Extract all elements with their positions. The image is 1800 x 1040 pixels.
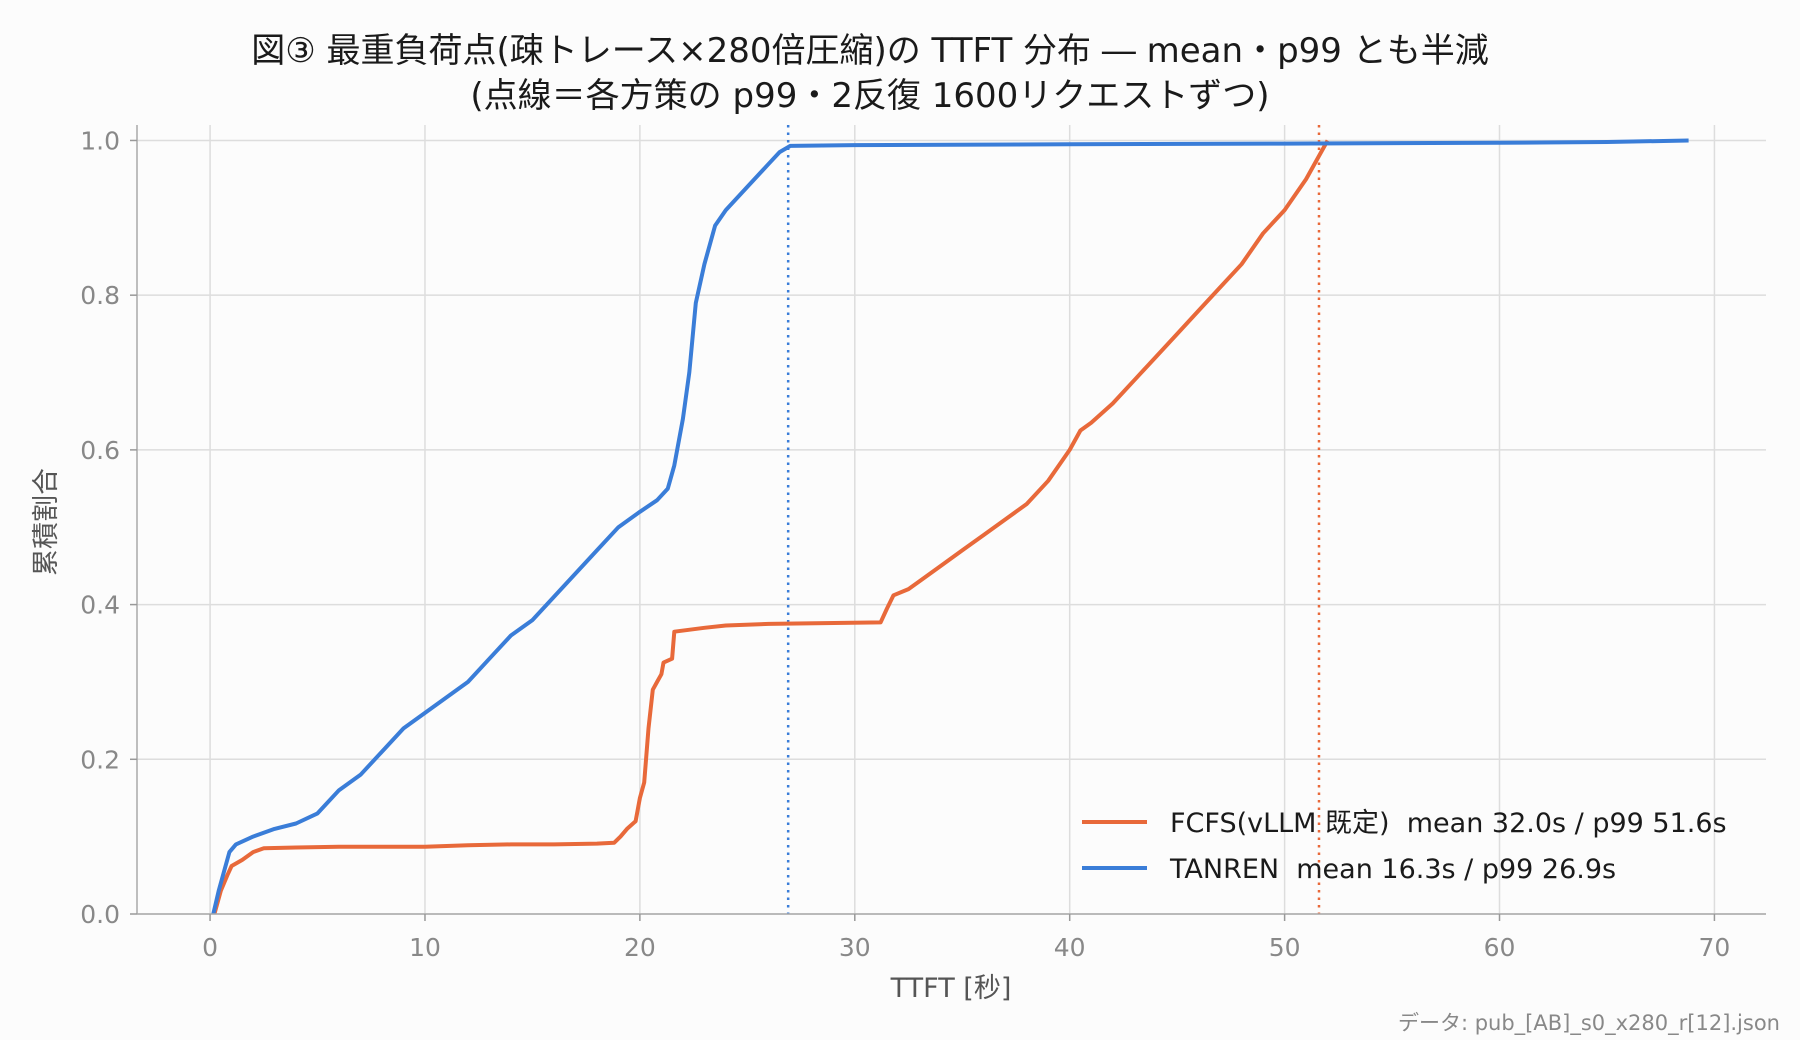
- x-tick-label: 60: [1484, 933, 1516, 962]
- x-tick-label: 0: [202, 933, 218, 962]
- chart-subtitle: (点線＝各方策の p99・2反復 1600リクエストずつ): [470, 76, 1269, 116]
- y-tick-label: 0.8: [80, 281, 120, 310]
- y-tick-label: 1.0: [80, 126, 120, 155]
- legend-label-tanren: TANREN mean 16.3s / p99 26.9s: [1169, 854, 1616, 885]
- source-note: データ: pub_[AB]_s0_x280_r[12].json: [1398, 1011, 1780, 1036]
- x-tick-label: 30: [839, 933, 871, 962]
- p99-lines: [786, 125, 1321, 914]
- y-tick-label: 0.4: [80, 591, 120, 620]
- series-line-fcfs: [212, 139, 1330, 915]
- x-tick-label: 50: [1269, 933, 1301, 962]
- legend-label-fcfs: FCFS(vLLM 既定) mean 32.0s / p99 51.6s: [1170, 808, 1727, 839]
- legend: FCFS(vLLM 既定) mean 32.0s / p99 51.6s TAN…: [1082, 808, 1727, 885]
- y-tick-label: 0.2: [80, 745, 120, 774]
- x-tick-label: 40: [1054, 933, 1086, 962]
- x-axis-label: TTFT [秒]: [890, 973, 1012, 1004]
- y-tick-label: 0.6: [80, 436, 120, 465]
- series-lines: [211, 138, 1689, 915]
- series-line-tanren: [211, 138, 1689, 915]
- x-tick-label: 20: [624, 933, 656, 962]
- chart-title: 図③ 最重負荷点(疎トレース×280倍圧縮)の TTFT 分布 ― mean・p…: [251, 31, 1488, 71]
- x-tick-label: 10: [409, 933, 441, 962]
- grid: [137, 125, 1766, 915]
- y-axis-label: 累積割合: [31, 468, 62, 576]
- x-tick-label: 70: [1699, 933, 1731, 962]
- axes: 0 10 20 30 40 50 60 70 0.0 0.2 0.4 0.6 0.8 1.0: [80, 125, 1766, 962]
- y-tick-label: 0.0: [80, 900, 120, 929]
